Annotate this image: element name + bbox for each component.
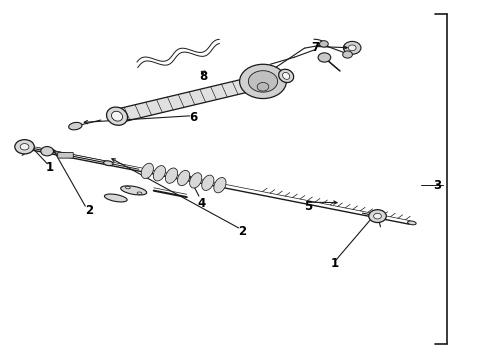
Ellipse shape [137,192,142,194]
Ellipse shape [103,161,113,166]
Ellipse shape [214,177,226,193]
Circle shape [369,210,386,222]
Ellipse shape [177,170,190,186]
Text: 1: 1 [46,161,54,174]
Text: 6: 6 [190,111,198,124]
Text: 8: 8 [199,70,208,83]
Ellipse shape [202,175,214,190]
Text: 2: 2 [85,204,93,217]
Circle shape [257,82,269,91]
Ellipse shape [125,186,130,189]
Circle shape [348,45,356,51]
Ellipse shape [408,221,416,225]
Circle shape [318,53,331,62]
Text: 2: 2 [239,225,246,238]
Text: 5: 5 [304,200,313,213]
Ellipse shape [112,111,122,121]
Circle shape [20,144,29,150]
Text: 1: 1 [331,257,339,270]
Ellipse shape [279,69,294,82]
Circle shape [343,51,352,58]
Text: 4: 4 [197,197,205,210]
Ellipse shape [106,107,127,125]
FancyBboxPatch shape [58,152,74,158]
Ellipse shape [283,72,290,79]
Ellipse shape [121,186,147,195]
Circle shape [248,71,278,92]
Ellipse shape [104,194,127,202]
Circle shape [15,140,34,154]
Circle shape [319,41,328,47]
Circle shape [343,41,361,54]
Circle shape [373,213,381,219]
Ellipse shape [190,173,202,188]
Circle shape [41,147,53,156]
Ellipse shape [69,122,82,130]
Text: 7: 7 [312,41,319,54]
Ellipse shape [141,163,153,179]
Circle shape [240,64,286,99]
Ellipse shape [166,168,178,183]
Polygon shape [119,78,254,122]
Ellipse shape [153,166,166,181]
Text: 3: 3 [433,179,441,192]
